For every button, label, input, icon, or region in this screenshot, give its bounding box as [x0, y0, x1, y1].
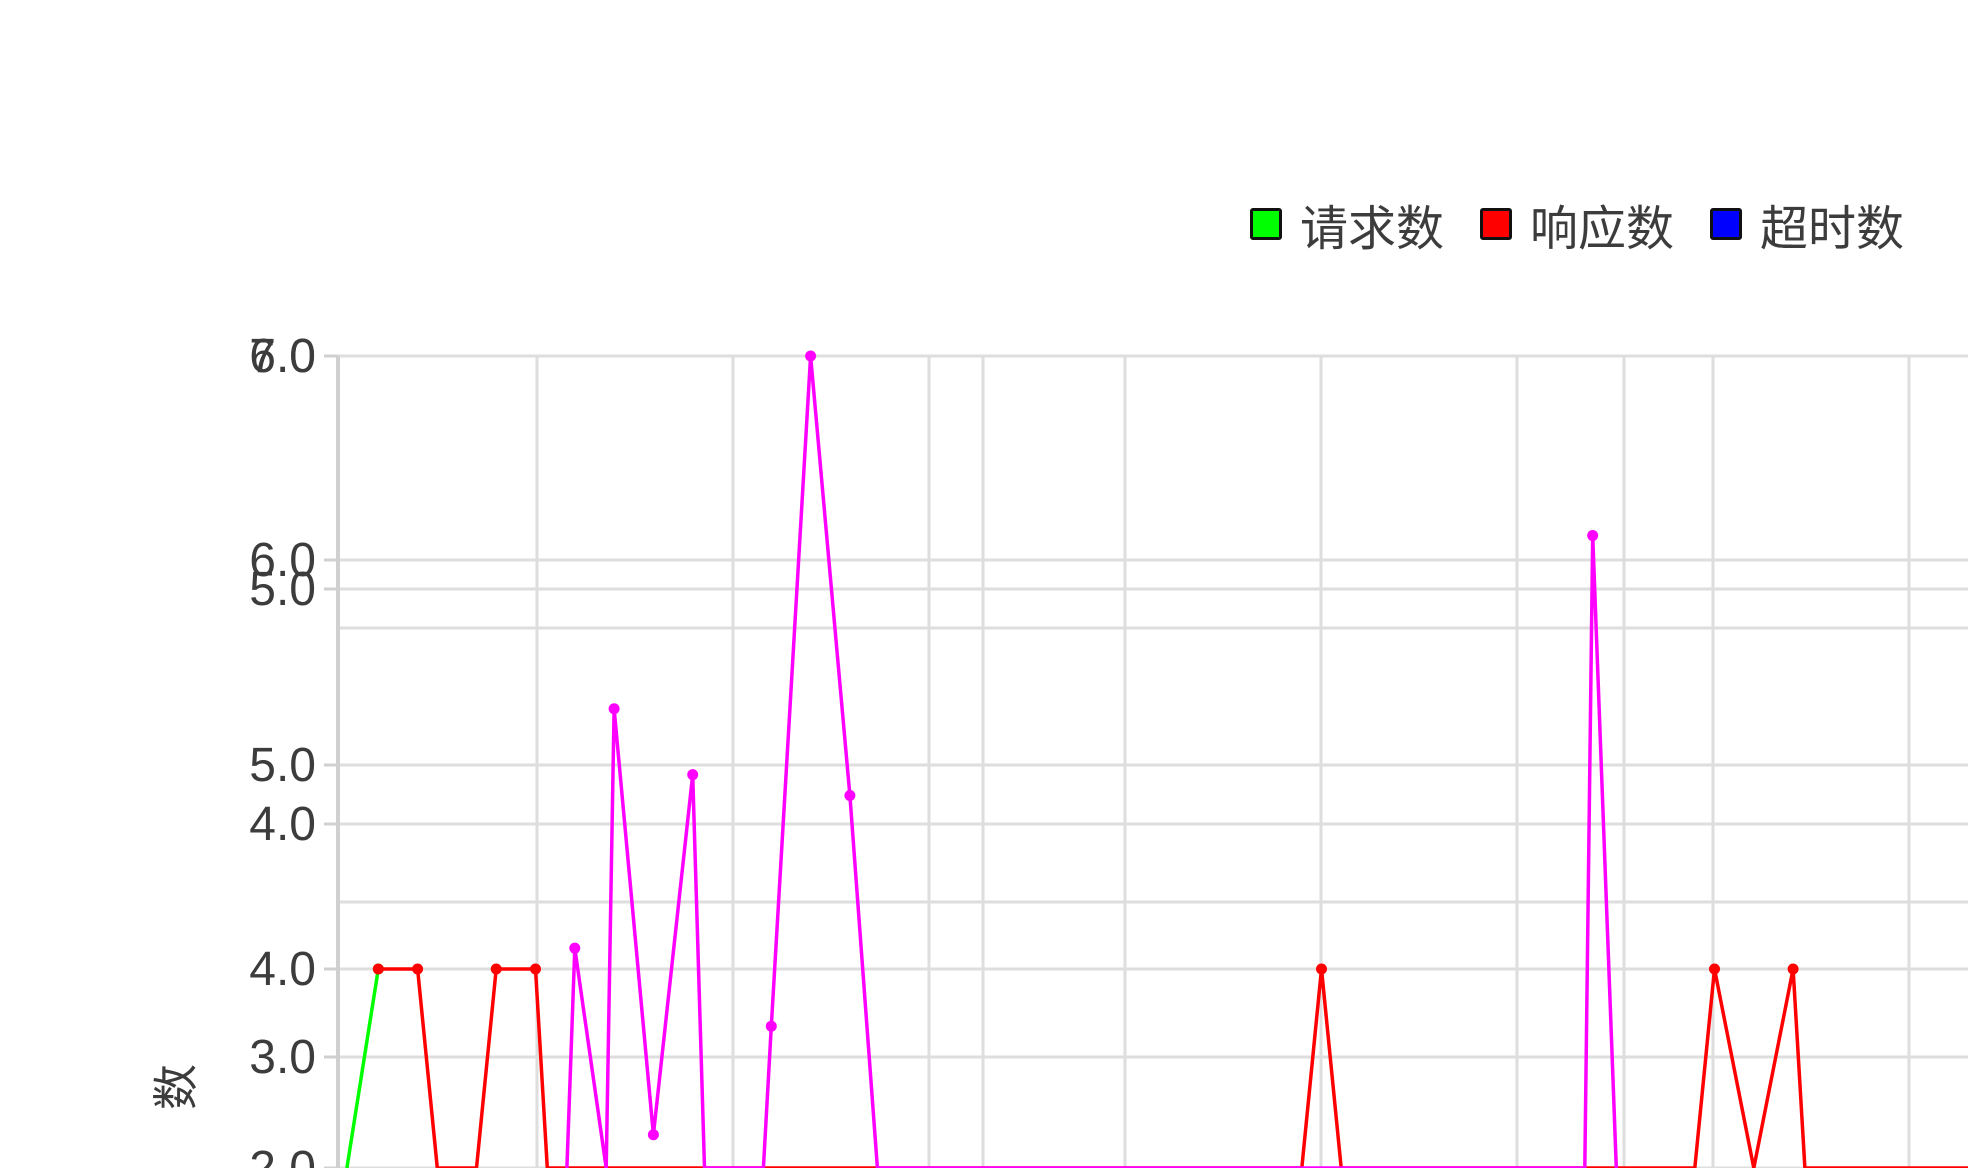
y-tick-label: 5.0	[249, 739, 316, 792]
data-point	[530, 963, 541, 975]
y-tick-label: 2.0	[249, 1142, 316, 1168]
y-tick-label: 5.0	[249, 563, 316, 616]
legend-item-timeouts[interactable]: 超时数	[1710, 189, 1904, 259]
legend-item-requests[interactable]: 请求数	[1250, 189, 1444, 259]
y-tick-label: 3.0	[249, 1031, 316, 1084]
series-line-1	[378, 967, 1968, 1170]
legend-swatch-timeouts	[1710, 208, 1743, 240]
series-line-0	[345, 968, 381, 1169]
legend-label-requests: 请求数	[1300, 201, 1445, 257]
data-point	[412, 963, 424, 975]
series-line-3	[565, 354, 1619, 1170]
data-point	[1587, 530, 1599, 542]
y-tick-label: 4.0	[249, 798, 316, 851]
data-point	[687, 769, 699, 781]
data-point	[1316, 963, 1327, 975]
data-point	[608, 703, 620, 715]
data-point	[490, 963, 502, 975]
legend-item-responses[interactable]: 响应数	[1480, 189, 1674, 259]
y-tick-label: 6.0	[249, 534, 316, 587]
legend: 请求数 响应数 超时数	[1250, 196, 1940, 257]
y-tick-label: 7.0	[249, 330, 316, 383]
data-point	[1709, 963, 1720, 975]
data-point	[765, 1020, 777, 1032]
legend-swatch-requests	[1250, 208, 1282, 240]
data-point	[805, 350, 817, 362]
data-point	[569, 942, 581, 954]
legend-label-timeouts: 超时数	[1760, 201, 1905, 257]
data-point	[844, 790, 856, 801]
legend-swatch-responses	[1480, 208, 1513, 240]
legend-label-responses: 响应数	[1530, 201, 1675, 257]
data-point	[1787, 963, 1799, 975]
y-tick-label: 6.0	[249, 330, 316, 383]
y-tick-label: 4.0	[249, 943, 316, 996]
data-point	[647, 1129, 659, 1141]
y-axis-label: 数	[149, 1064, 203, 1110]
data-point	[372, 963, 384, 975]
